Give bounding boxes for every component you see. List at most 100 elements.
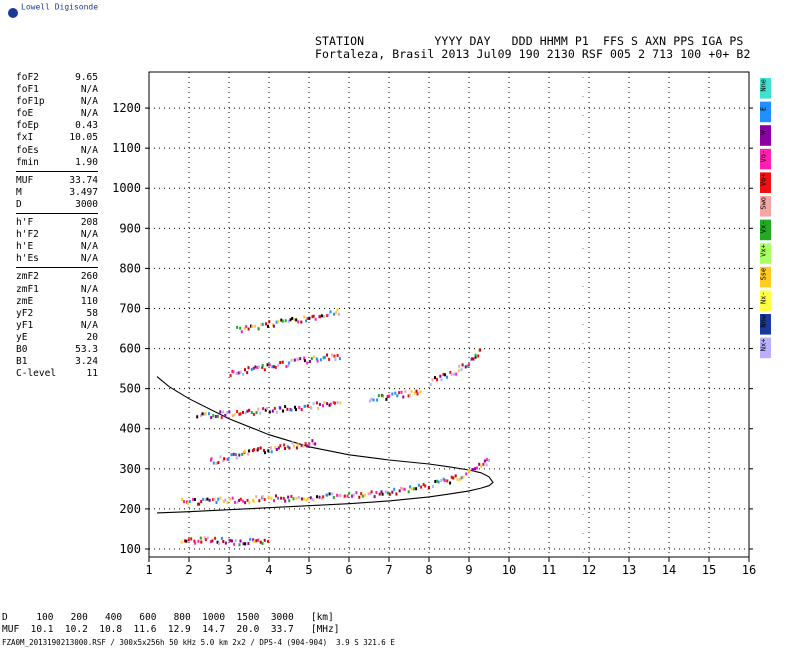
x-tick-label: 12: [582, 563, 596, 577]
echo-point: [306, 497, 309, 501]
param-value: N/A: [80, 253, 98, 265]
echo-point: [219, 455, 222, 459]
param-value: 10.05: [69, 132, 98, 144]
x-tick-label: 16: [742, 563, 756, 577]
legend-label: Vo-: [760, 150, 768, 163]
echo-point: [323, 355, 326, 359]
echo-point: [264, 408, 267, 412]
echo-point: [210, 457, 213, 461]
echo-point: [459, 477, 461, 481]
param-name: yE: [16, 331, 28, 343]
echo-point: [277, 496, 280, 500]
echo-point: [375, 491, 378, 494]
echo-point: [312, 355, 315, 359]
echo-point: [324, 493, 327, 497]
echo-point: [455, 372, 458, 376]
echo-point: [361, 494, 364, 498]
echo-point: [303, 315, 306, 319]
echo-point: [244, 368, 246, 372]
echo-point: [417, 483, 420, 487]
echo-point: [266, 363, 269, 367]
echo-point: [339, 493, 342, 497]
echo-point: [310, 406, 313, 410]
echo-point: [326, 314, 329, 317]
echo-point: [285, 365, 288, 368]
echo-point: [251, 324, 254, 328]
param-value: 110: [80, 295, 98, 307]
param-separator: [16, 267, 98, 269]
echo-point: [303, 359, 306, 363]
echo-point: [308, 442, 311, 446]
echo-point: [302, 444, 305, 448]
echo-point: [394, 391, 397, 395]
echo-point: [208, 498, 211, 502]
echo-point: [242, 372, 245, 376]
legend-swatch: [760, 148, 771, 170]
echo-point: [280, 318, 283, 322]
echo-point: [396, 394, 399, 398]
y-tick-label: 1100: [112, 141, 141, 155]
param-row: foEs N/A: [16, 145, 98, 157]
echo-point: [183, 500, 185, 504]
echo-point: [443, 479, 446, 482]
echo-point: [330, 353, 333, 357]
echo-point: [288, 446, 291, 450]
echo-point: [328, 403, 331, 407]
echo-point: [457, 369, 460, 373]
echo-point: [306, 361, 309, 365]
echo-point: [319, 315, 321, 319]
echo-point: [215, 501, 218, 504]
echo-point: [329, 310, 332, 314]
x-tick-label: 6: [345, 563, 352, 577]
echo-point: [380, 490, 383, 494]
echo-point: [404, 389, 407, 393]
echo-point: [320, 314, 323, 318]
echo-point: [252, 366, 255, 370]
echo-point: [273, 406, 276, 410]
echo-point: [485, 458, 488, 462]
echo-point: [314, 317, 317, 321]
echo-point: [287, 319, 290, 323]
echo-point: [234, 453, 237, 457]
echo-point: [312, 442, 315, 446]
echo-point: [333, 354, 336, 358]
param-value: 9.65: [75, 72, 98, 83]
echo-point: [183, 539, 186, 543]
legend-label: W: [760, 130, 768, 135]
echo-point: [286, 445, 289, 449]
x-tick-label: 11: [542, 563, 556, 577]
echo-point: [234, 539, 237, 543]
echo-point: [280, 496, 283, 500]
echo-point: [403, 487, 406, 491]
echo-point: [261, 322, 264, 326]
echo-point: [323, 401, 326, 404]
echo-point: [469, 358, 472, 362]
echo-point: [253, 539, 256, 543]
echo-point: [263, 498, 266, 501]
echo-point: [274, 446, 277, 450]
echo-point: [248, 408, 251, 412]
echo-point: [338, 494, 341, 498]
param-row: zmF1 N/A: [16, 284, 98, 296]
echo-point: [323, 315, 325, 318]
echo-point: [236, 500, 239, 504]
echo-point: [474, 467, 477, 471]
echo-point: [332, 496, 335, 499]
echo-point: [266, 407, 269, 410]
echo-point: [460, 476, 463, 480]
echo-point: [351, 494, 354, 498]
echo-point: [316, 359, 319, 363]
echo-point: [322, 495, 325, 499]
param-name: B1: [16, 356, 28, 368]
param-row: foEp 0.43: [16, 120, 98, 132]
echo-point: [355, 491, 358, 495]
echo-point: [398, 489, 401, 493]
echo-point: [335, 311, 338, 315]
profile-line: [156, 376, 494, 514]
echo-point: [318, 402, 321, 406]
echo-point: [277, 319, 280, 323]
echo-point: [299, 357, 302, 361]
x-tick-label: 1: [145, 563, 152, 577]
param-name: fmin: [16, 156, 39, 168]
echo-point: [227, 457, 230, 461]
